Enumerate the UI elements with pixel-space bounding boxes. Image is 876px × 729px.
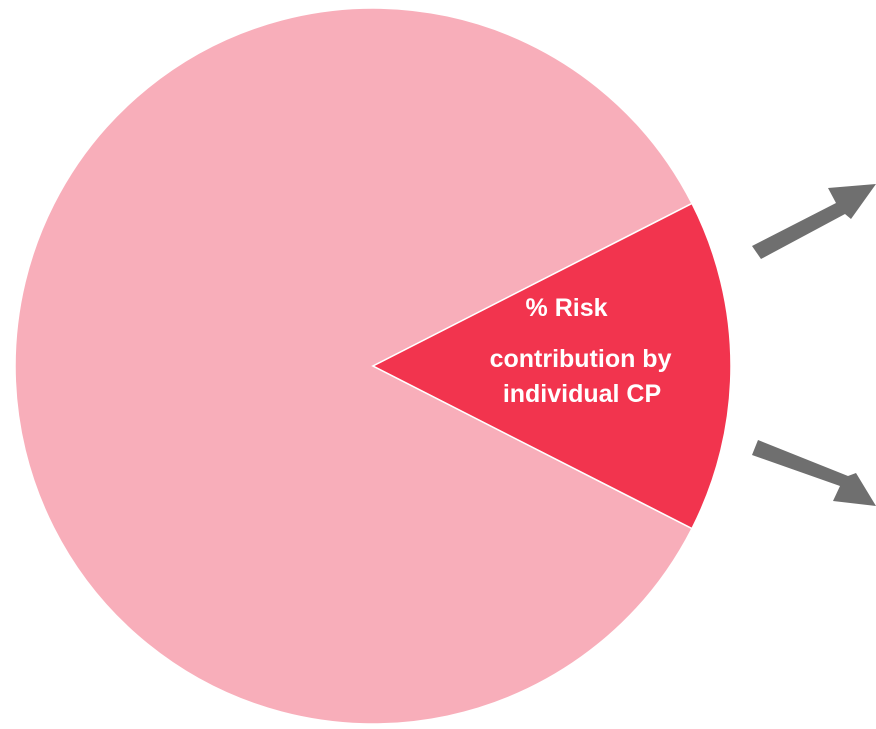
slice-label-line-1: % Risk	[526, 294, 608, 322]
arrow-up-right-icon	[752, 184, 876, 259]
pie-slice-other	[14, 7, 693, 725]
slice-label-line-3: individual CP	[503, 380, 661, 408]
pie-slices	[14, 7, 732, 725]
slice-label: % Risk contribution by individual CP	[490, 294, 679, 408]
arrows	[752, 184, 876, 506]
pie-slice-risk-contribution	[371, 202, 732, 530]
arrow-down-right-icon	[752, 440, 876, 506]
slice-label-line-2: contribution by	[490, 345, 672, 373]
